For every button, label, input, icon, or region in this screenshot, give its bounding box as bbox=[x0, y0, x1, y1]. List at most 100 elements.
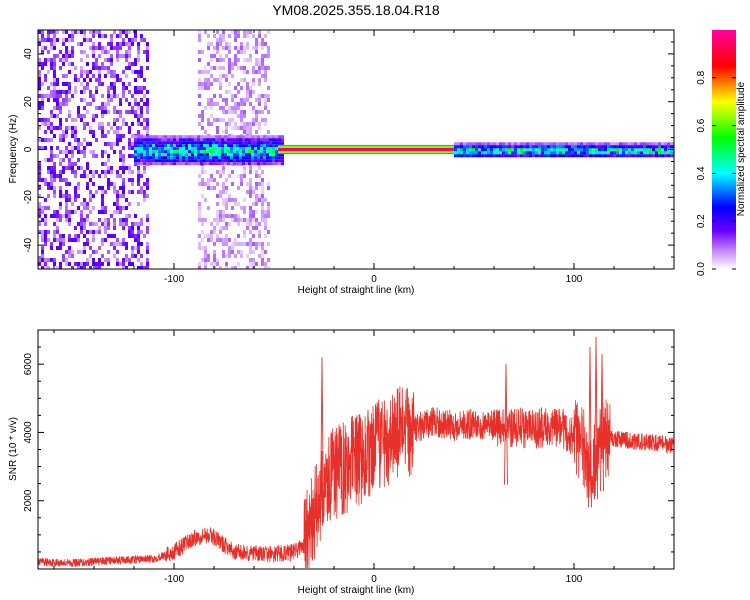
spectrogram-cell bbox=[249, 186, 252, 190]
spectrogram-cell bbox=[203, 153, 206, 157]
spectrogram-cell bbox=[267, 86, 270, 90]
spectrogram-cell bbox=[137, 230, 140, 234]
spectrogram-cell bbox=[249, 206, 252, 210]
snr-spike bbox=[320, 357, 324, 523]
spectrogram-cell bbox=[98, 266, 101, 269]
spectrogram-cell bbox=[101, 94, 104, 98]
spectrogram-cell bbox=[47, 98, 50, 102]
spectrogram-cell bbox=[249, 182, 252, 186]
spectrogram-cell bbox=[62, 58, 65, 62]
spectrogram-cell bbox=[224, 159, 227, 163]
spectrogram-cell bbox=[68, 238, 71, 242]
spectrogram-cell bbox=[264, 70, 267, 74]
spectrogram-cell bbox=[71, 134, 74, 138]
spectrogram-cell bbox=[122, 82, 125, 86]
spectrogram-cell bbox=[68, 246, 71, 250]
spectrogram-cell bbox=[80, 74, 83, 78]
spectrogram-cell bbox=[243, 242, 246, 246]
spectrogram-cell bbox=[92, 130, 95, 134]
spectrogram-cell bbox=[258, 174, 261, 178]
spectrogram-cell bbox=[228, 46, 231, 50]
spectrogram-cell bbox=[179, 162, 182, 166]
spectrogram-cell bbox=[74, 162, 77, 166]
spectrogram-cell bbox=[194, 144, 197, 148]
spectrogram-cell bbox=[167, 162, 170, 166]
spectrogram-cell bbox=[508, 151, 511, 155]
spectrogram-cell bbox=[53, 174, 56, 178]
spectrogram-cell bbox=[170, 138, 173, 142]
spectrogram-cell bbox=[264, 266, 267, 269]
spectrogram-cell bbox=[568, 145, 571, 149]
spectrogram-cell bbox=[221, 141, 224, 145]
spectrogram-cell bbox=[670, 145, 673, 149]
spectrogram-cell bbox=[264, 262, 267, 266]
spectrogram-cell bbox=[562, 154, 565, 158]
spectrogram-cell bbox=[237, 90, 240, 94]
spectrogram-cell bbox=[95, 78, 98, 82]
spectrogram-cell bbox=[74, 86, 77, 90]
spectrogram-cell bbox=[210, 58, 213, 62]
spectrogram-cell bbox=[101, 162, 104, 166]
spectrogram-cell bbox=[44, 94, 47, 98]
spectrogram-cell bbox=[146, 46, 149, 50]
spectrogram-cell bbox=[463, 148, 466, 152]
spectrogram-cell bbox=[222, 218, 225, 222]
spectrogram-cell bbox=[119, 194, 122, 198]
spectrogram-cell bbox=[198, 70, 201, 74]
spectrogram-cell bbox=[77, 194, 80, 198]
spectrogram-cell bbox=[628, 154, 631, 158]
spectrogram-cell bbox=[544, 142, 547, 146]
spectrogram-cell bbox=[583, 142, 586, 146]
spectrogram-cell bbox=[252, 234, 255, 238]
snr-spike bbox=[594, 336, 598, 500]
spectrogram-cell bbox=[225, 74, 228, 78]
spectrogram-cell bbox=[59, 242, 62, 246]
spectrogram-cell bbox=[119, 158, 122, 162]
spectrogram-cell bbox=[50, 66, 53, 70]
spectrogram-cell bbox=[74, 66, 77, 70]
spectrogram-cell bbox=[222, 34, 225, 38]
spectrogram-cell bbox=[201, 246, 204, 250]
spectrogram-cell bbox=[463, 145, 466, 149]
spectrogram-cell bbox=[550, 148, 553, 152]
spectrogram-cell bbox=[487, 151, 490, 155]
spectrogram-cell bbox=[242, 141, 245, 145]
spectrogram-cell bbox=[266, 141, 269, 145]
spectrogram-cell bbox=[152, 135, 155, 139]
spectrogram-cell bbox=[86, 38, 89, 42]
spectrogram-cell bbox=[44, 206, 47, 210]
spectrogram-cell bbox=[203, 138, 206, 142]
spectrogram-cell bbox=[260, 138, 263, 142]
spectrogram-cell bbox=[261, 66, 264, 70]
spectrogram-cell bbox=[89, 194, 92, 198]
spectrogram-cell bbox=[595, 154, 598, 158]
spectrogram-cell bbox=[149, 159, 152, 163]
spectrogram-cell bbox=[255, 202, 258, 206]
spectrogram-cell bbox=[261, 218, 264, 222]
spectrogram-cell bbox=[213, 254, 216, 258]
spectrogram-cell bbox=[243, 122, 246, 126]
spectrogram-cell bbox=[74, 198, 77, 202]
spectrogram-cell bbox=[523, 148, 526, 152]
spectrogram-cell bbox=[137, 144, 140, 148]
spectrogram-cell bbox=[221, 153, 224, 157]
spectrogram-cell bbox=[113, 106, 116, 110]
spectrogram-cell bbox=[59, 50, 62, 54]
spectrogram-cell bbox=[131, 146, 134, 150]
spectrogram-cell bbox=[243, 210, 246, 214]
spectrogram-cell bbox=[547, 154, 550, 158]
spectrogram-cell bbox=[86, 174, 89, 178]
spectrogram-cell bbox=[254, 162, 257, 166]
spectrogram-cell bbox=[74, 126, 77, 130]
spectrogram-cell bbox=[62, 178, 65, 182]
spectrogram-cell bbox=[89, 38, 92, 42]
spectrogram-cell bbox=[86, 86, 89, 90]
spectrogram-cell bbox=[59, 158, 62, 162]
spectrogram-cell bbox=[508, 154, 511, 158]
spectrogram-cell bbox=[281, 156, 284, 160]
spectrogram-cell bbox=[107, 90, 110, 94]
spectrogram-cell bbox=[161, 135, 164, 139]
spectrogram-cell bbox=[661, 142, 664, 146]
spectrogram-cell bbox=[107, 94, 110, 98]
